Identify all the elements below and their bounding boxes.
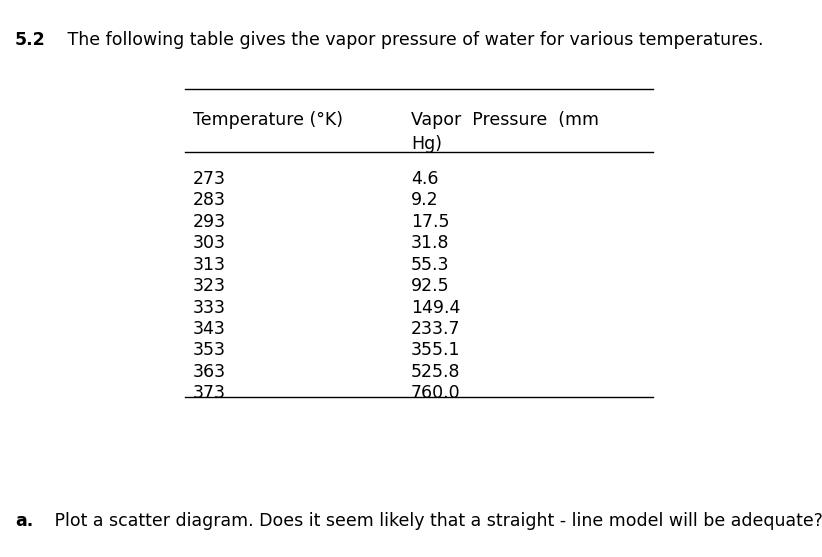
Text: a.: a.	[15, 512, 33, 530]
Text: 353: 353	[193, 341, 226, 359]
Text: 333: 333	[193, 299, 226, 316]
Text: The following table gives the vapor pressure of water for various temperatures.: The following table gives the vapor pres…	[62, 31, 764, 48]
Text: 373: 373	[193, 384, 226, 402]
Text: 313: 313	[193, 256, 226, 273]
Text: 293: 293	[193, 213, 226, 231]
Text: 4.6: 4.6	[411, 170, 438, 188]
Text: 355.1: 355.1	[411, 341, 460, 359]
Text: 233.7: 233.7	[411, 320, 460, 338]
Text: 17.5: 17.5	[411, 213, 450, 231]
Text: 363: 363	[193, 363, 226, 381]
Text: 92.5: 92.5	[411, 277, 450, 295]
Text: Vapor  Pressure  (mm: Vapor Pressure (mm	[411, 111, 599, 129]
Text: 9.2: 9.2	[411, 191, 439, 209]
Text: 149.4: 149.4	[411, 299, 460, 316]
Text: 283: 283	[193, 191, 226, 209]
Text: 5.2: 5.2	[15, 31, 45, 48]
Text: 55.3: 55.3	[411, 256, 450, 273]
Text: 525.8: 525.8	[411, 363, 460, 381]
Text: 760.0: 760.0	[411, 384, 460, 402]
Text: 343: 343	[193, 320, 226, 338]
Text: 31.8: 31.8	[411, 234, 450, 252]
Text: Plot a scatter diagram. Does it seem likely that a straight - line model will be: Plot a scatter diagram. Does it seem lik…	[49, 512, 822, 530]
Text: Temperature (°K): Temperature (°K)	[193, 111, 343, 129]
Text: 303: 303	[193, 234, 226, 252]
Text: 323: 323	[193, 277, 226, 295]
Text: 273: 273	[193, 170, 226, 188]
Text: Hg): Hg)	[411, 135, 442, 153]
